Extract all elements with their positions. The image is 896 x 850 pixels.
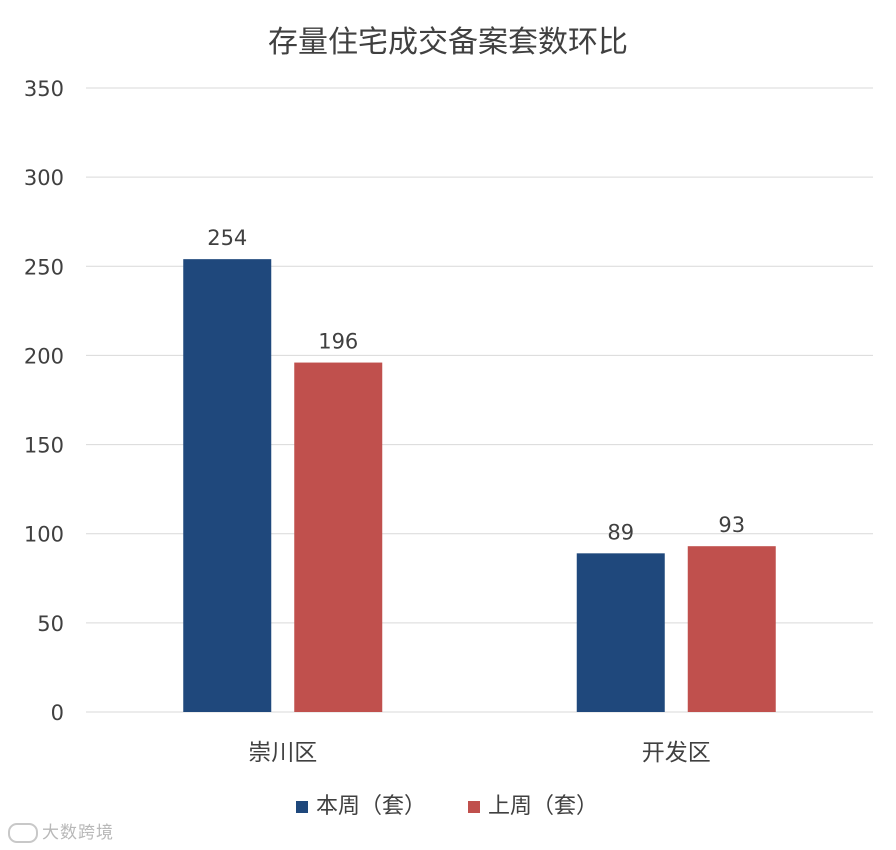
y-tick-label: 300 [24, 166, 64, 190]
legend-swatch [468, 801, 480, 813]
legend: 本周（套） 上周（套） [296, 794, 598, 819]
y-tick-label: 250 [24, 255, 64, 279]
legend-label: 上周（套） [488, 794, 598, 819]
data-label: 254 [207, 226, 247, 250]
data-label: 93 [718, 513, 745, 537]
data-label: 89 [607, 520, 634, 544]
watermark-text: 大数跨境 [42, 823, 114, 843]
legend-label: 本周（套） [316, 794, 426, 819]
y-axis-ticks: 0 50 100 150 200 250 300 350 [24, 77, 64, 725]
x-tick-label: 开发区 [642, 740, 711, 766]
watermark-logo-icon [8, 823, 38, 843]
bar-2-series-1 [576, 553, 665, 712]
x-axis-ticks: 崇川区 开发区 [248, 740, 711, 766]
bar-2-series-2 [687, 546, 776, 712]
bars [183, 259, 776, 712]
data-labels: 254 196 89 93 [207, 226, 745, 544]
bar-1-series-2 [294, 362, 383, 712]
chart-title: 存量住宅成交备案套数环比 [268, 25, 628, 60]
data-label: 196 [318, 330, 358, 354]
y-tick-label: 0 [51, 701, 64, 725]
watermark: 大数跨境 [8, 818, 114, 843]
y-tick-label: 100 [24, 523, 64, 547]
y-tick-label: 350 [24, 77, 64, 101]
y-tick-label: 200 [24, 344, 64, 368]
legend-swatch [296, 801, 308, 813]
y-tick-label: 50 [37, 612, 64, 636]
y-tick-label: 150 [24, 434, 64, 458]
x-tick-label: 崇川区 [248, 740, 317, 766]
bar-1-series-1 [183, 259, 272, 712]
